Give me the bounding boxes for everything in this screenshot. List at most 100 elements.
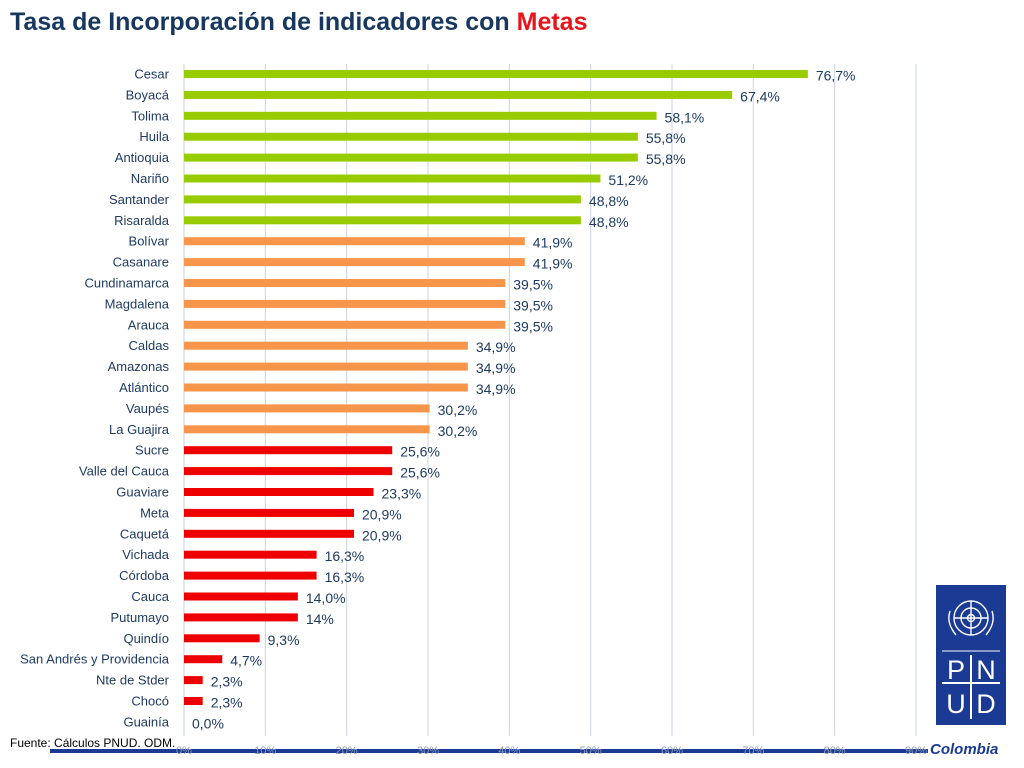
logo-caption: Colombia: [930, 741, 999, 758]
category-label: Magdalena: [105, 296, 170, 311]
data-label: 9,3%: [268, 632, 300, 648]
data-label: 14%: [306, 611, 334, 627]
bar: [184, 613, 298, 622]
bar: [184, 655, 223, 664]
data-label: 39,5%: [513, 318, 553, 334]
bar: [184, 153, 638, 162]
category-label: Nte de Stder: [96, 673, 170, 688]
bar: [184, 634, 260, 643]
category-label: Vaupés: [126, 401, 170, 416]
data-label: 4,7%: [230, 653, 262, 669]
bar: [184, 258, 525, 267]
data-label: 0,0%: [192, 715, 224, 731]
category-label: Cauca: [131, 589, 169, 604]
bar: [184, 299, 506, 308]
labels: 0% 10% 20% 30% 40% 50% 60% 70% 80% 90% Cesar 76,7% B…: [20, 67, 927, 758]
bar: [184, 195, 581, 204]
data-label: 41,9%: [533, 235, 573, 251]
category-label: Chocó: [131, 694, 169, 709]
bar: [184, 279, 506, 287]
category-label: Guaviare: [116, 485, 169, 500]
bar: [184, 362, 468, 371]
bar: [184, 174, 601, 183]
bar: [184, 488, 374, 496]
x-tick-label: 70%: [742, 745, 764, 757]
category-label: Sucre: [135, 443, 169, 458]
bar: [184, 341, 468, 350]
data-label: 34,9%: [476, 381, 516, 397]
category-label: Tolima: [131, 108, 169, 123]
bar: [184, 676, 203, 685]
data-label: 67,4%: [740, 88, 780, 104]
data-label: 23,3%: [382, 486, 422, 502]
pnud-logo: P N U D: [936, 585, 1006, 725]
bar: [184, 508, 354, 517]
data-label: 48,8%: [589, 214, 629, 230]
x-tick-label: 30%: [417, 745, 439, 757]
category-label: La Guajira: [109, 422, 170, 437]
bar: [184, 216, 581, 225]
title-main: Tasa de Incorporación de indicadores con: [10, 8, 510, 36]
x-tick-label: 0%: [176, 745, 192, 757]
bars: [184, 70, 808, 705]
category-label: Caquetá: [120, 526, 170, 541]
bar: [184, 592, 298, 601]
page-title: Tasa de Incorporación de indicadores con…: [10, 8, 588, 37]
data-label: 58,1%: [665, 109, 705, 125]
category-label: Putumayo: [110, 610, 169, 625]
data-label: 41,9%: [533, 256, 573, 272]
category-label: Guainía: [123, 714, 169, 729]
x-tick-label: 10%: [254, 745, 276, 757]
bar: [184, 697, 203, 705]
data-label: 25,6%: [400, 444, 440, 460]
bar: [184, 111, 657, 120]
bar: [184, 446, 393, 455]
category-label: Cesar: [134, 67, 169, 82]
data-label: 39,5%: [513, 297, 553, 313]
logo-letter-n: N: [976, 655, 996, 685]
un-emblem-icon: P N U D: [942, 600, 1000, 719]
category-label: Boyacá: [126, 87, 170, 102]
data-label: 30,2%: [438, 423, 478, 439]
data-label: 20,9%: [362, 527, 402, 543]
bar: [184, 70, 808, 78]
data-label: 2,3%: [211, 674, 243, 690]
category-label: Bolívar: [129, 234, 170, 249]
bar: [184, 529, 354, 538]
bar: [184, 425, 430, 434]
x-tick-label: 80%: [824, 745, 846, 757]
bar: [184, 237, 525, 246]
category-label: Antioquia: [115, 150, 170, 165]
data-label: 20,9%: [362, 506, 402, 522]
category-label: Valle del Cauca: [79, 464, 170, 479]
category-label: Atlántico: [119, 380, 169, 395]
data-label: 14,0%: [306, 590, 346, 606]
bar: [184, 383, 468, 392]
x-tick-label: 90%: [905, 745, 927, 757]
x-tick-label: 20%: [336, 745, 358, 757]
x-tick-label: 50%: [580, 745, 602, 757]
category-label: San Andrés y Providencia: [20, 652, 170, 667]
data-label: 34,9%: [476, 339, 516, 355]
bar: [184, 550, 317, 559]
category-label: Casanare: [113, 255, 169, 270]
category-label: Amazonas: [108, 359, 170, 374]
data-label: 30,2%: [438, 402, 478, 418]
data-label: 16,3%: [325, 548, 365, 564]
category-label: Cundinamarca: [84, 276, 169, 291]
bar: [184, 404, 430, 413]
category-label: Santander: [109, 192, 170, 207]
data-label: 16,3%: [325, 569, 365, 585]
category-label: Caldas: [129, 338, 170, 353]
category-label: Córdoba: [119, 568, 170, 583]
data-label: 76,7%: [816, 68, 856, 84]
x-tick-label: 60%: [661, 745, 683, 757]
bar: [184, 90, 733, 99]
title-accent: Metas: [516, 8, 588, 36]
category-label: Huila: [139, 129, 169, 144]
bar: [184, 132, 638, 141]
logo-letter-u: U: [946, 689, 966, 719]
logo-letter-d: D: [976, 689, 996, 719]
logo-letter-p: P: [947, 655, 965, 685]
